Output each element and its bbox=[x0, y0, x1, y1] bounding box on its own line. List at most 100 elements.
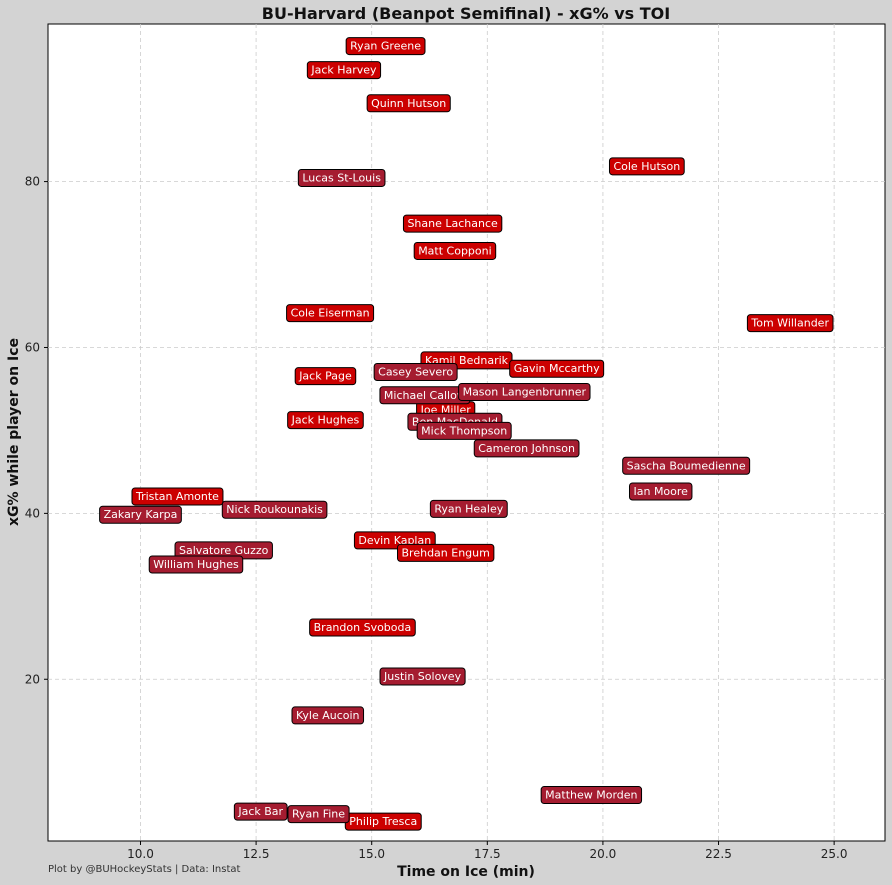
data-point-label: Quinn Hutson bbox=[371, 97, 446, 110]
footer-credit: Plot by @BUHockeyStats | Data: Instat bbox=[48, 864, 241, 875]
data-point-box bbox=[294, 367, 357, 386]
data-point: Zakary Karpa bbox=[99, 505, 182, 524]
data-point-box bbox=[306, 61, 382, 80]
data-point-label: Lucas St-Louis bbox=[302, 171, 381, 184]
data-point-label: Philip Tresca bbox=[349, 815, 417, 828]
data-point-label: William Hughes bbox=[153, 558, 239, 571]
data-point: Ryan Fine bbox=[287, 805, 350, 824]
data-point-label: Brandon Svoboda bbox=[314, 621, 412, 634]
data-point-label: Zakary Karpa bbox=[104, 508, 178, 521]
data-point-label: Matt Copponi bbox=[418, 244, 492, 257]
data-point-label: Cameron Johnson bbox=[478, 442, 575, 455]
data-point-box bbox=[297, 168, 386, 187]
data-point-label: Tom Willander bbox=[750, 317, 829, 330]
data-point: Jack Page bbox=[294, 367, 357, 386]
data-point-box bbox=[608, 157, 685, 176]
axis-ticks: 10.0 12.5 15.0 17.5 20.0 22.5 25.0 20 40 60 80 bbox=[25, 175, 848, 861]
data-point-box bbox=[402, 214, 503, 233]
data-point-label: Tristan Amonte bbox=[135, 490, 219, 503]
x-tick-label: 25.0 bbox=[821, 847, 848, 861]
data-point-box bbox=[373, 363, 458, 382]
data-point-box bbox=[233, 802, 288, 821]
data-point-box bbox=[458, 382, 591, 401]
data-point-label: Jack Page bbox=[298, 370, 352, 383]
data-point-box bbox=[416, 421, 512, 440]
data-point: Brehdan Engum bbox=[397, 543, 495, 562]
data-point-box bbox=[746, 314, 834, 333]
data-point: Mason Langenbrunner bbox=[458, 382, 591, 401]
data-point-box bbox=[509, 359, 605, 378]
data-point-label: Ryan Healey bbox=[434, 502, 503, 515]
data-point-box bbox=[131, 487, 224, 506]
data-point: Gavin Mccarthy bbox=[509, 359, 605, 378]
y-tick-label: 80 bbox=[25, 175, 40, 189]
data-point: Nick Roukounakis bbox=[221, 500, 328, 519]
data-point: William Hughes bbox=[148, 555, 244, 574]
data-point-label: Ryan Fine bbox=[292, 808, 345, 821]
data-point-box bbox=[379, 667, 466, 686]
data-point-label: Casey Severo bbox=[378, 366, 453, 379]
data-point-box bbox=[397, 543, 495, 562]
data-point: Jack Hughes bbox=[287, 411, 364, 430]
y-tick-label: 60 bbox=[25, 340, 40, 354]
x-axis-label: Time on Ice (min) bbox=[397, 864, 535, 880]
data-point-box bbox=[286, 304, 375, 323]
data-point: Cole Hutson bbox=[608, 157, 685, 176]
data-point: Salvatore Guzzo bbox=[174, 541, 273, 560]
data-point: Quinn Hutson bbox=[366, 94, 451, 113]
data-point-box bbox=[628, 482, 693, 501]
data-point: Jack Harvey bbox=[306, 61, 382, 80]
y-axis-label: xG% while player on Ice bbox=[6, 338, 22, 526]
data-point: Ryan Healey bbox=[429, 499, 508, 518]
chart-title: BU-Harvard (Beanpot Semifinal) - xG% vs … bbox=[262, 4, 670, 23]
data-point-label: Jack Bar bbox=[237, 805, 283, 818]
x-tick-label: 12.5 bbox=[243, 847, 270, 861]
x-tick-label: 10.0 bbox=[127, 847, 154, 861]
data-point: Casey Severo bbox=[373, 363, 458, 382]
data-point-label: Nick Roukounakis bbox=[226, 503, 323, 516]
data-point: Justin Solovey bbox=[379, 667, 466, 686]
data-point-box bbox=[221, 500, 328, 519]
x-tick-label: 20.0 bbox=[590, 847, 617, 861]
data-point: Tristan Amonte bbox=[131, 487, 224, 506]
data-point-box bbox=[287, 805, 350, 824]
data-point-box bbox=[413, 241, 497, 260]
data-point: Matt Copponi bbox=[413, 241, 497, 260]
data-point-box bbox=[366, 94, 451, 113]
data-point-label: Shane Lachance bbox=[407, 217, 498, 230]
data-point-box bbox=[309, 618, 416, 637]
data-point-label: Mason Langenbrunner bbox=[463, 385, 587, 398]
data-point: Mick Thompson bbox=[416, 421, 512, 440]
data-point-label: Kyle Aucoin bbox=[296, 709, 360, 722]
data-point-box bbox=[473, 439, 580, 458]
data-point-label: Mick Thompson bbox=[421, 424, 507, 437]
data-point-label: Devin Kaplan bbox=[358, 534, 431, 547]
data-point-box bbox=[345, 37, 426, 56]
grid-lines bbox=[48, 24, 885, 841]
data-point: Jack Bar bbox=[233, 802, 288, 821]
data-point-label: Cole Hutson bbox=[613, 160, 680, 173]
data-point-label: Jack Hughes bbox=[291, 414, 360, 427]
x-tick-label: 22.5 bbox=[705, 847, 732, 861]
data-point-label: Gavin Mccarthy bbox=[514, 362, 600, 375]
data-labels: Ryan Greene Jack Harvey Quinn Hutson Cole H… bbox=[99, 37, 834, 831]
data-point: Sascha Boumedienne bbox=[622, 456, 751, 475]
data-point: Ryan Greene bbox=[345, 37, 426, 56]
data-point: Michael Callow bbox=[379, 386, 471, 405]
data-point: Cameron Johnson bbox=[473, 439, 580, 458]
data-point-box bbox=[429, 499, 508, 518]
data-point-label: Cole Eiserman bbox=[291, 307, 370, 320]
data-point-label: Brehdan Engum bbox=[402, 546, 490, 559]
data-point-box bbox=[540, 786, 643, 805]
data-point-box bbox=[148, 555, 244, 574]
data-point: Kyle Aucoin bbox=[291, 706, 365, 725]
x-tick-label: 15.0 bbox=[358, 847, 385, 861]
data-point: Philip Tresca bbox=[344, 812, 422, 831]
data-point-box bbox=[622, 456, 751, 475]
data-point-label: Matthew Morden bbox=[545, 789, 637, 802]
data-point: Cole Eiserman bbox=[286, 304, 375, 323]
data-point-box bbox=[99, 505, 182, 524]
data-point: Brandon Svoboda bbox=[309, 618, 416, 637]
data-point: Shane Lachance bbox=[402, 214, 503, 233]
data-point-label: Salvatore Guzzo bbox=[179, 544, 269, 557]
